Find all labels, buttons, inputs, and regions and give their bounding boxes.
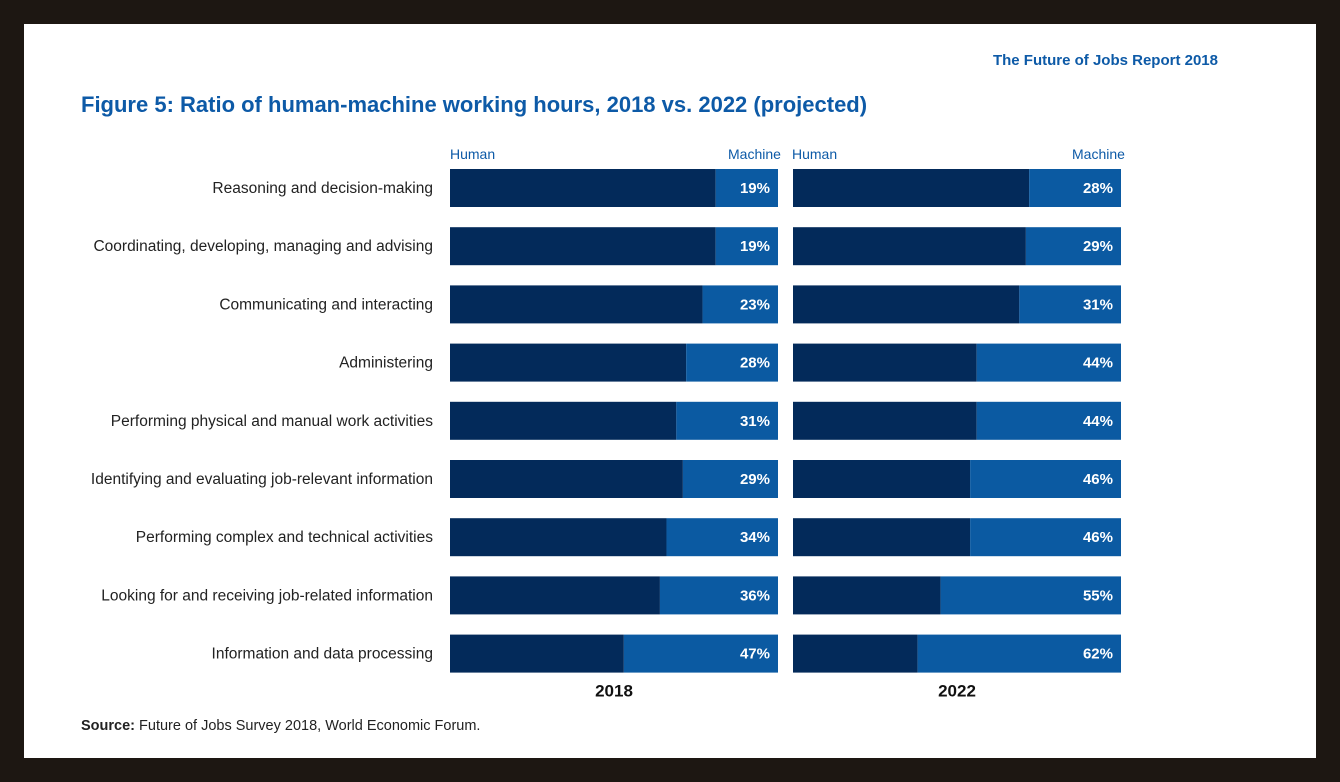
data-label-2022: 28%: [1083, 180, 1113, 197]
bar-human-2022: [793, 343, 977, 382]
category-label: Performing physical and manual work acti…: [111, 413, 433, 430]
source-text: Future of Jobs Survey 2018, World Econom…: [139, 718, 481, 734]
bar-machine-2018: [659, 576, 778, 615]
year-label-2022: 2022: [938, 682, 976, 701]
bar-machine-2018: [686, 343, 778, 382]
bar-human-2022: [793, 285, 1020, 324]
bar-machine-2018: [623, 634, 778, 673]
bar-human-2018: [450, 634, 624, 673]
data-label-2022: 46%: [1083, 529, 1113, 546]
legend-human-2022: Human: [792, 146, 838, 162]
category-label: Administering: [339, 355, 433, 372]
data-label-2022: 31%: [1083, 296, 1113, 313]
bar-human-2018: [450, 401, 677, 440]
category-label: Identifying and evaluating job-relevant …: [91, 471, 433, 488]
bar-machine-2022: [1025, 227, 1121, 266]
bar-human-2018: [450, 460, 683, 498]
data-label-2018: 28%: [740, 355, 770, 372]
bar-human-2018: [450, 285, 703, 324]
stacked-bar-chart: Reasoning and decision-making 19% 28% Coord…: [91, 169, 1121, 701]
data-label-2018: 19%: [740, 180, 770, 197]
bar-human-2022: [793, 460, 971, 498]
figure-title: Figure 5: Ratio of human-machine working…: [81, 92, 868, 117]
year-label-2018: 2018: [595, 682, 633, 701]
data-label-2022: 55%: [1083, 587, 1113, 604]
data-label-2022: 46%: [1083, 471, 1113, 488]
data-label-2022: 44%: [1083, 355, 1113, 372]
bar-machine-2022: [940, 576, 1121, 615]
data-label-2018: 29%: [740, 471, 770, 488]
bar-human-2022: [793, 634, 918, 673]
source-label: Source:: [81, 718, 135, 734]
bar-machine-2022: [970, 460, 1121, 498]
data-label-2018: 36%: [740, 587, 770, 604]
bar-human-2022: [793, 576, 941, 615]
bar-machine-2022: [970, 518, 1121, 557]
data-label-2018: 23%: [740, 296, 770, 313]
data-label-2022: 44%: [1083, 413, 1113, 430]
data-label-2018: 31%: [740, 413, 770, 430]
category-label: Information and data processing: [212, 646, 433, 663]
bar-human-2022: [793, 401, 977, 440]
data-label-2018: 19%: [740, 238, 770, 255]
bar-human-2018: [450, 227, 716, 266]
data-label-2018: 47%: [740, 646, 770, 663]
bar-human-2018: [450, 518, 667, 557]
bar-human-2022: [793, 169, 1030, 207]
category-label: Performing complex and technical activit…: [136, 529, 433, 546]
bar-machine-2022: [917, 634, 1121, 673]
bar-machine-2018: [702, 285, 778, 324]
category-label: Reasoning and decision-making: [212, 180, 433, 197]
bar-human-2018: [450, 169, 716, 207]
bar-machine-2022: [976, 401, 1121, 440]
bar-machine-2022: [1019, 285, 1121, 324]
bar-machine-2022: [1029, 169, 1121, 207]
bar-machine-2022: [976, 343, 1121, 382]
legend-human-2018: Human: [450, 146, 496, 162]
category-label: Coordinating, developing, managing and a…: [93, 238, 433, 255]
legend-machine-2022: Machine: [1072, 146, 1125, 162]
bar-machine-2018: [715, 169, 778, 207]
category-label: Communicating and interacting: [219, 296, 433, 313]
report-page: The Future of Jobs Report 2018 Figure 5:…: [24, 24, 1316, 758]
data-label-2022: 62%: [1083, 646, 1113, 663]
bar-machine-2018: [676, 401, 778, 440]
source-note: Source: Future of Jobs Survey 2018, Worl…: [81, 718, 480, 734]
bar-machine-2018: [682, 460, 778, 498]
bar-human-2022: [793, 518, 971, 557]
bar-machine-2018: [715, 227, 778, 266]
bar-human-2018: [450, 576, 660, 615]
bar-human-2022: [793, 227, 1026, 266]
legend-machine-2018: Machine: [728, 146, 781, 162]
report-title: The Future of Jobs Report 2018: [992, 52, 1218, 69]
bar-machine-2018: [666, 518, 778, 557]
bar-human-2018: [450, 343, 687, 382]
category-label: Looking for and receiving job-related in…: [101, 587, 433, 604]
data-label-2022: 29%: [1083, 238, 1113, 255]
data-label-2018: 34%: [740, 529, 770, 546]
